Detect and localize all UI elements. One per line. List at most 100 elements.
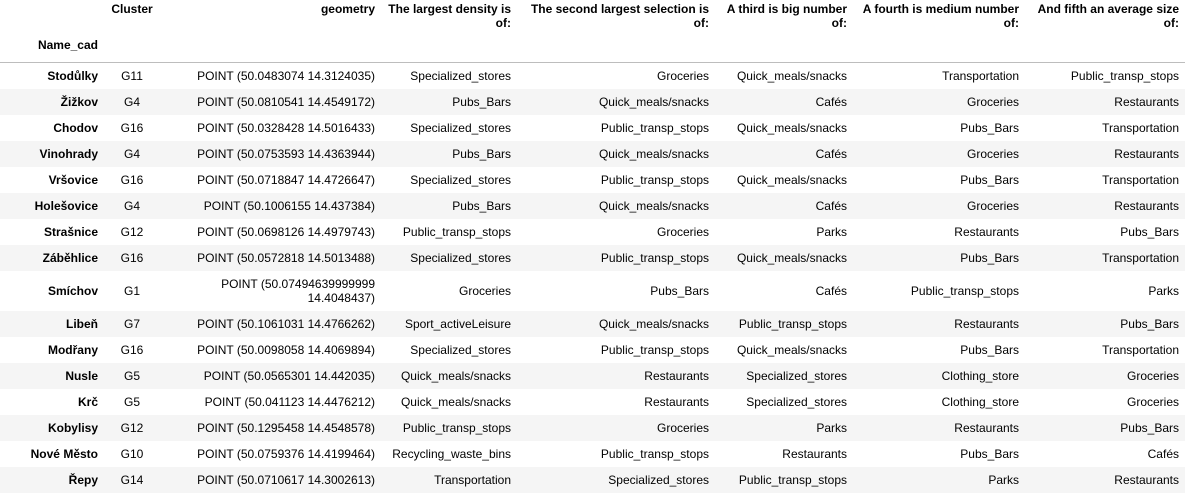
- cell-fourth-medium: Transportation: [942, 68, 1019, 83]
- cell-fifth-average: Transportation: [1102, 120, 1179, 135]
- cell-largest-density: Recycling_waste_bins: [392, 446, 511, 461]
- cell-second-largest: Quick_meals/snacks: [598, 198, 709, 213]
- cell-second-largest: Groceries: [656, 224, 709, 239]
- row-index-name: Vinohrady: [39, 146, 98, 161]
- row-index-name: Smíchov: [47, 283, 98, 298]
- cell-second-largest: Public_transp_stops: [600, 342, 709, 357]
- header-fourth-medium: A fourth is medium number of:: [862, 2, 1019, 30]
- cell-fourth-medium: Pubs_Bars: [960, 172, 1019, 187]
- table-row: Nové Město G10 POINT (50.0759376 14.419946…: [0, 440, 1185, 467]
- cell-second-largest: Quick_meals/snacks: [598, 316, 709, 331]
- table-row: Stodůlky G11 POINT (50.0483074 14.3124035)…: [0, 62, 1185, 89]
- cell-third-big: Quick_meals/snacks: [736, 172, 847, 187]
- table-row: Holešovice G4 POINT (50.1006155 14.437384)…: [0, 192, 1185, 219]
- cell-second-largest: Public_transp_stops: [600, 446, 709, 461]
- cell-third-big: Parks: [816, 224, 847, 239]
- cell-second-largest: Public_transp_stops: [600, 250, 709, 265]
- cell-fifth-average: Transportation: [1102, 172, 1179, 187]
- cell-cluster: G12: [120, 420, 144, 435]
- cell-third-big: Quick_meals/snacks: [736, 342, 847, 357]
- table-row: Strašnice G12 POINT (50.0698126 14.4979743…: [0, 218, 1185, 245]
- cell-geometry: POINT (50.041123 14.4476212): [204, 394, 375, 409]
- header-row: Cluster geometry The largest density is …: [0, 0, 1185, 38]
- cell-geometry: POINT (50.0098058 14.4069894): [197, 342, 375, 357]
- cell-fifth-average: Transportation: [1102, 250, 1179, 265]
- table-row: Záběhlice G16 POINT (50.0572818 14.5013488…: [0, 244, 1185, 271]
- cell-fifth-average: Parks: [1148, 283, 1179, 298]
- header-geometry: geometry: [320, 2, 375, 16]
- cell-fifth-average: Transportation: [1102, 342, 1179, 357]
- cell-largest-density: Sport_activeLeisure: [404, 316, 511, 331]
- cell-second-largest: Public_transp_stops: [600, 172, 709, 187]
- index-name-row: Name_cad: [0, 38, 1185, 63]
- cell-third-big: Parks: [816, 420, 847, 435]
- cell-fourth-medium: Restaurants: [954, 224, 1019, 239]
- cell-geometry: POINT (50.0753593 14.4363944): [197, 146, 375, 161]
- cell-fifth-average: Groceries: [1126, 394, 1179, 409]
- row-index-name: Žižkov: [60, 94, 98, 109]
- row-index-name: Záběhlice: [42, 250, 98, 265]
- cell-fifth-average: Restaurants: [1114, 198, 1179, 213]
- table-body: Stodůlky G11 POINT (50.0483074 14.3124035)…: [0, 62, 1185, 493]
- cell-geometry: POINT (50.1061031 14.4766262): [197, 316, 375, 331]
- cell-fourth-medium: Groceries: [966, 146, 1019, 161]
- cell-cluster: G16: [120, 342, 144, 357]
- table-row: Vinohrady G4 POINT (50.0753593 14.4363944)…: [0, 140, 1185, 167]
- header-largest-density: The largest density is of:: [388, 2, 511, 30]
- cell-fourth-medium: Restaurants: [954, 420, 1019, 435]
- cell-geometry: POINT (50.0328428 14.5016433): [197, 120, 375, 135]
- cell-largest-density: Pubs_Bars: [452, 146, 511, 161]
- cell-fourth-medium: Public_transp_stops: [910, 283, 1019, 298]
- cell-cluster: G1: [123, 283, 140, 298]
- cell-fourth-medium: Restaurants: [954, 316, 1019, 331]
- cell-cluster: G10: [120, 446, 144, 461]
- cell-fourth-medium: Groceries: [966, 198, 1019, 213]
- cell-largest-density: Specialized_stores: [410, 342, 511, 357]
- cell-geometry: POINT (50.0698126 14.4979743): [197, 224, 375, 239]
- cell-cluster: G4: [123, 198, 140, 213]
- table-row: Modřany G16 POINT (50.0098058 14.4069894) S…: [0, 336, 1185, 363]
- cell-fourth-medium: Pubs_Bars: [960, 250, 1019, 265]
- cell-fourth-medium: Clothing_store: [941, 368, 1019, 383]
- cell-fifth-average: Pubs_Bars: [1120, 316, 1179, 331]
- cell-fifth-average: Groceries: [1126, 368, 1179, 383]
- table-row: Kobylisy G12 POINT (50.1295458 14.4548578)…: [0, 414, 1185, 441]
- cell-cluster: G7: [123, 316, 140, 331]
- cell-third-big: Cafés: [815, 283, 847, 298]
- cell-geometry: POINT (50.1006155 14.437384): [203, 198, 375, 213]
- row-index-name: Stodůlky: [47, 68, 98, 83]
- cell-fourth-medium: Pubs_Bars: [960, 120, 1019, 135]
- cell-fifth-average: Restaurants: [1114, 94, 1179, 109]
- cell-cluster: G12: [120, 224, 144, 239]
- cell-third-big: Specialized_stores: [746, 368, 847, 383]
- table-row: Krč G5 POINT (50.041123 14.4476212) Quick_m…: [0, 388, 1185, 415]
- table-row: Žižkov G4 POINT (50.0810541 14.4549172) Pub…: [0, 88, 1185, 115]
- cell-largest-density: Specialized_stores: [410, 120, 511, 135]
- cell-largest-density: Quick_meals/snacks: [400, 394, 511, 409]
- cell-cluster: G11: [121, 68, 143, 83]
- cell-third-big: Restaurants: [782, 446, 847, 461]
- cell-fourth-medium: Groceries: [966, 94, 1019, 109]
- cell-third-big: Quick_meals/snacks: [736, 250, 847, 265]
- cell-cluster: G4: [123, 146, 140, 161]
- cell-second-largest: Groceries: [656, 68, 709, 83]
- row-index-name: Nusle: [65, 368, 98, 383]
- cell-largest-density: Groceries: [458, 283, 511, 298]
- cell-geometry: POINT (50.0810541 14.4549172): [197, 94, 375, 109]
- cell-second-largest: Restaurants: [644, 368, 709, 383]
- row-index-name: Libeň: [66, 316, 98, 331]
- cell-largest-density: Pubs_Bars: [452, 94, 511, 109]
- header-cluster: Cluster: [111, 2, 153, 16]
- cell-second-largest: Quick_meals/snacks: [598, 146, 709, 161]
- row-index-name: Krč: [77, 394, 98, 409]
- cell-cluster: G5: [123, 394, 140, 409]
- cell-largest-density: Specialized_stores: [410, 172, 511, 187]
- cell-fifth-average: Cafés: [1147, 446, 1179, 461]
- cell-fourth-medium: Clothing_store: [941, 394, 1019, 409]
- row-index-name: Modřany: [47, 342, 98, 357]
- row-index-name: Nové Město: [30, 446, 98, 461]
- cell-geometry: POINT (50.0718847 14.4726647): [197, 172, 375, 187]
- cell-cluster: G16: [120, 250, 144, 265]
- cell-third-big: Quick_meals/snacks: [736, 68, 847, 83]
- cell-third-big: Specialized_stores: [746, 394, 847, 409]
